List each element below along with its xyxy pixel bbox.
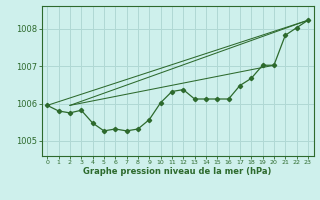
X-axis label: Graphe pression niveau de la mer (hPa): Graphe pression niveau de la mer (hPa) bbox=[84, 167, 272, 176]
